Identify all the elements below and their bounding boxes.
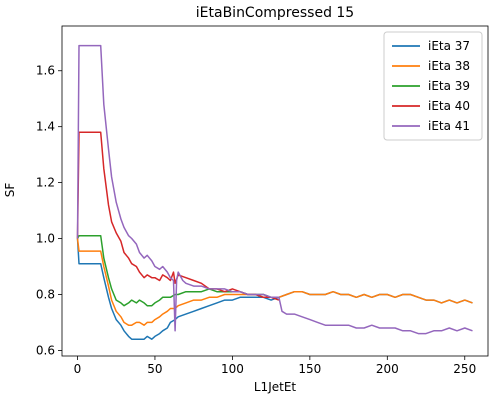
x-axis-label: L1JetEt <box>254 380 297 394</box>
legend-label-3: iEta 39 <box>428 79 470 93</box>
chart-title: iEtaBinCompressed 15 <box>196 5 354 21</box>
legend: iEta 37 iEta 38 iEta 39 iEta 40 iEta 41 <box>383 31 483 141</box>
y-tick-label: 1.2 <box>36 176 55 190</box>
y-tick-label: 1.0 <box>36 232 55 246</box>
series-line-2 <box>76 238 473 326</box>
series-line-4 <box>76 131 280 301</box>
legend-box <box>383 31 483 141</box>
x-tick-label: 150 <box>298 362 321 376</box>
axes-frame <box>61 25 489 357</box>
x-tick-label: 50 <box>147 362 162 376</box>
x-tick-label: 0 <box>74 362 82 376</box>
legend-label-1: iEta 37 <box>428 39 470 53</box>
series-line-5 <box>76 44 473 335</box>
legend-label-5: iEta 41 <box>428 119 470 133</box>
legend-label-4: iEta 40 <box>428 99 470 113</box>
axes: 0 50 100 150 200 250 0.6 0.8 1.0 1.2 1.4 1.6 <box>36 25 489 376</box>
x-tick-label: 250 <box>453 362 476 376</box>
y-axis-label: SF <box>3 183 17 198</box>
y-tick-label: 0.6 <box>36 343 55 357</box>
y-tick-label: 1.4 <box>36 120 55 134</box>
y-tick-label: 0.8 <box>36 287 55 301</box>
x-tick-label: 100 <box>221 362 244 376</box>
y-tick-label: 1.6 <box>36 64 55 78</box>
legend-label-2: iEta 38 <box>428 59 470 73</box>
x-tick-label: 200 <box>376 362 399 376</box>
plot-area <box>76 44 473 340</box>
